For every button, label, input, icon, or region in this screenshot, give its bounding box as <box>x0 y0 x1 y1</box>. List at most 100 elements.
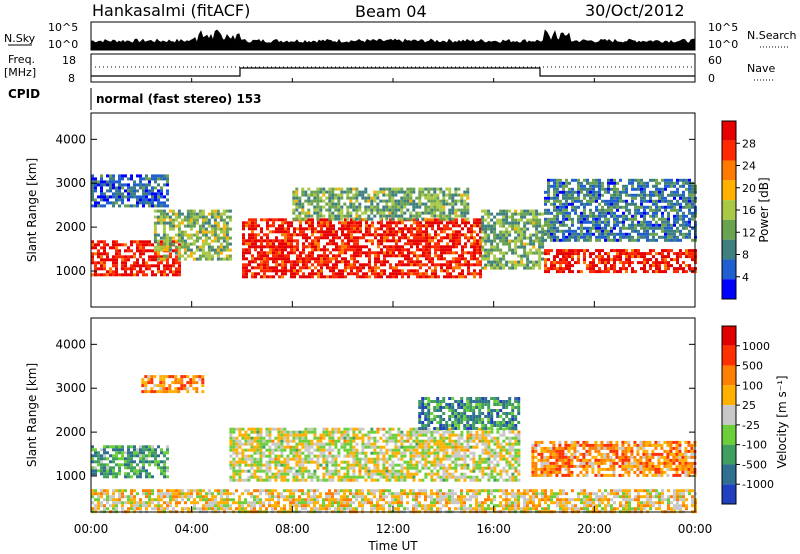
power-cell-3 <box>275 239 278 243</box>
power-cell-6 <box>568 214 571 218</box>
power-cell-3 <box>449 245 452 249</box>
velocity-cell-1 <box>442 445 446 449</box>
power-cell-3 <box>317 257 320 261</box>
power-cell-6 <box>667 199 670 203</box>
power-cell-6 <box>655 202 658 206</box>
power-cell-5 <box>676 258 679 262</box>
power-cell-1 <box>201 212 205 216</box>
power-cell-3 <box>422 272 425 276</box>
velocity-cell-1 <box>301 451 305 455</box>
power-cell-1 <box>213 218 217 222</box>
power-cell-6 <box>616 217 619 221</box>
power-cell-3 <box>368 224 371 228</box>
power-cell-2 <box>157 189 160 193</box>
power-cell-3 <box>293 245 296 249</box>
power-cell-6 <box>565 235 568 239</box>
power-cell-4 <box>502 254 506 258</box>
power-cell-2 <box>157 201 160 205</box>
power-cell-1 <box>216 248 220 252</box>
power-cell-6 <box>547 232 550 236</box>
power-cell-3 <box>383 260 386 264</box>
power-cell-3 <box>416 230 419 234</box>
power-cell-6 <box>586 190 589 194</box>
velocity-cell-0 <box>109 454 112 458</box>
velocity-cell-0 <box>133 454 136 458</box>
power-cell-3 <box>416 239 419 243</box>
velocity-cell-0 <box>130 469 133 473</box>
power-cell-3 <box>326 275 329 279</box>
power-cell-1 <box>213 251 217 255</box>
velocity-cell-1 <box>394 472 398 476</box>
power-cell-4 <box>514 248 518 252</box>
power-cell-1 <box>171 218 175 222</box>
power-cell-7 <box>400 217 404 221</box>
velocity-cell-1 <box>394 469 398 473</box>
velocity-cell-1 <box>421 442 425 446</box>
power-cell-3 <box>464 224 467 228</box>
power-cell-6 <box>676 193 679 197</box>
power-cell-7 <box>358 205 362 209</box>
power-cell-6 <box>646 193 649 197</box>
velocity-cell-1 <box>370 469 374 473</box>
power-cell-3 <box>290 242 293 246</box>
power-cell-2 <box>166 198 169 202</box>
power-cell-6 <box>559 190 562 194</box>
power-cell-3 <box>245 266 248 270</box>
power-cell-0 <box>142 261 145 265</box>
power-cell-6 <box>682 214 685 218</box>
power-cell-2 <box>106 180 109 184</box>
power-cell-3 <box>350 233 353 237</box>
power-cell-7 <box>367 196 371 200</box>
power-cell-2 <box>127 204 130 208</box>
power-cell-3 <box>416 275 419 279</box>
power-cell-3 <box>254 275 257 279</box>
power-cell-7 <box>307 202 311 206</box>
power-cell-6 <box>631 226 634 230</box>
power-cell-7 <box>439 199 443 203</box>
power-cell-3 <box>347 260 350 264</box>
power-cell-2 <box>133 204 136 208</box>
power-cell-3 <box>464 233 467 237</box>
velocity-cell-1 <box>427 451 431 455</box>
power-cell-6 <box>559 205 562 209</box>
power-cell-3 <box>446 233 449 237</box>
velocity-cell-1 <box>298 433 302 437</box>
power-cell-7 <box>331 217 335 221</box>
power-cell-6 <box>628 223 631 227</box>
velocity-cell-0 <box>127 454 130 458</box>
power-cell-6 <box>622 235 625 239</box>
power-cell-7 <box>430 211 434 215</box>
velocity-cell-1 <box>238 466 242 470</box>
power-cell-0 <box>148 258 151 262</box>
power-cell-3 <box>296 260 299 264</box>
power-cell-3 <box>476 239 479 243</box>
velocity-cell-1 <box>331 460 335 464</box>
velocity-cell-1 <box>250 454 254 458</box>
velocity-cell-0 <box>166 445 169 449</box>
velocity-cell-1 <box>415 433 419 437</box>
velocity-cell-1 <box>262 451 266 455</box>
velocity-cell-1 <box>250 472 254 476</box>
power-cell-0 <box>133 264 136 268</box>
power-colorbar-segment-6 <box>722 239 736 260</box>
velocity-cell-1 <box>385 448 389 452</box>
power-cell-0 <box>115 273 118 277</box>
power-cell-6 <box>688 223 691 227</box>
power-cell-7 <box>313 205 317 209</box>
power-cell-6 <box>586 226 589 230</box>
velocity-cell-1 <box>298 466 302 470</box>
power-cell-1 <box>165 242 169 246</box>
power-cell-6 <box>691 193 694 197</box>
power-cell-4 <box>529 236 533 240</box>
power-cell-6 <box>634 178 637 182</box>
power-cell-6 <box>565 190 568 194</box>
velocity-cell-1 <box>328 451 332 455</box>
power-cell-4 <box>484 209 488 213</box>
power-cell-3 <box>425 269 428 273</box>
power-cell-0 <box>178 261 181 265</box>
power-cell-5 <box>580 249 583 253</box>
power-cell-1 <box>183 215 187 219</box>
power-cell-4 <box>535 224 539 228</box>
velocity-cell-1 <box>316 454 320 458</box>
power-cell-3 <box>419 272 422 276</box>
